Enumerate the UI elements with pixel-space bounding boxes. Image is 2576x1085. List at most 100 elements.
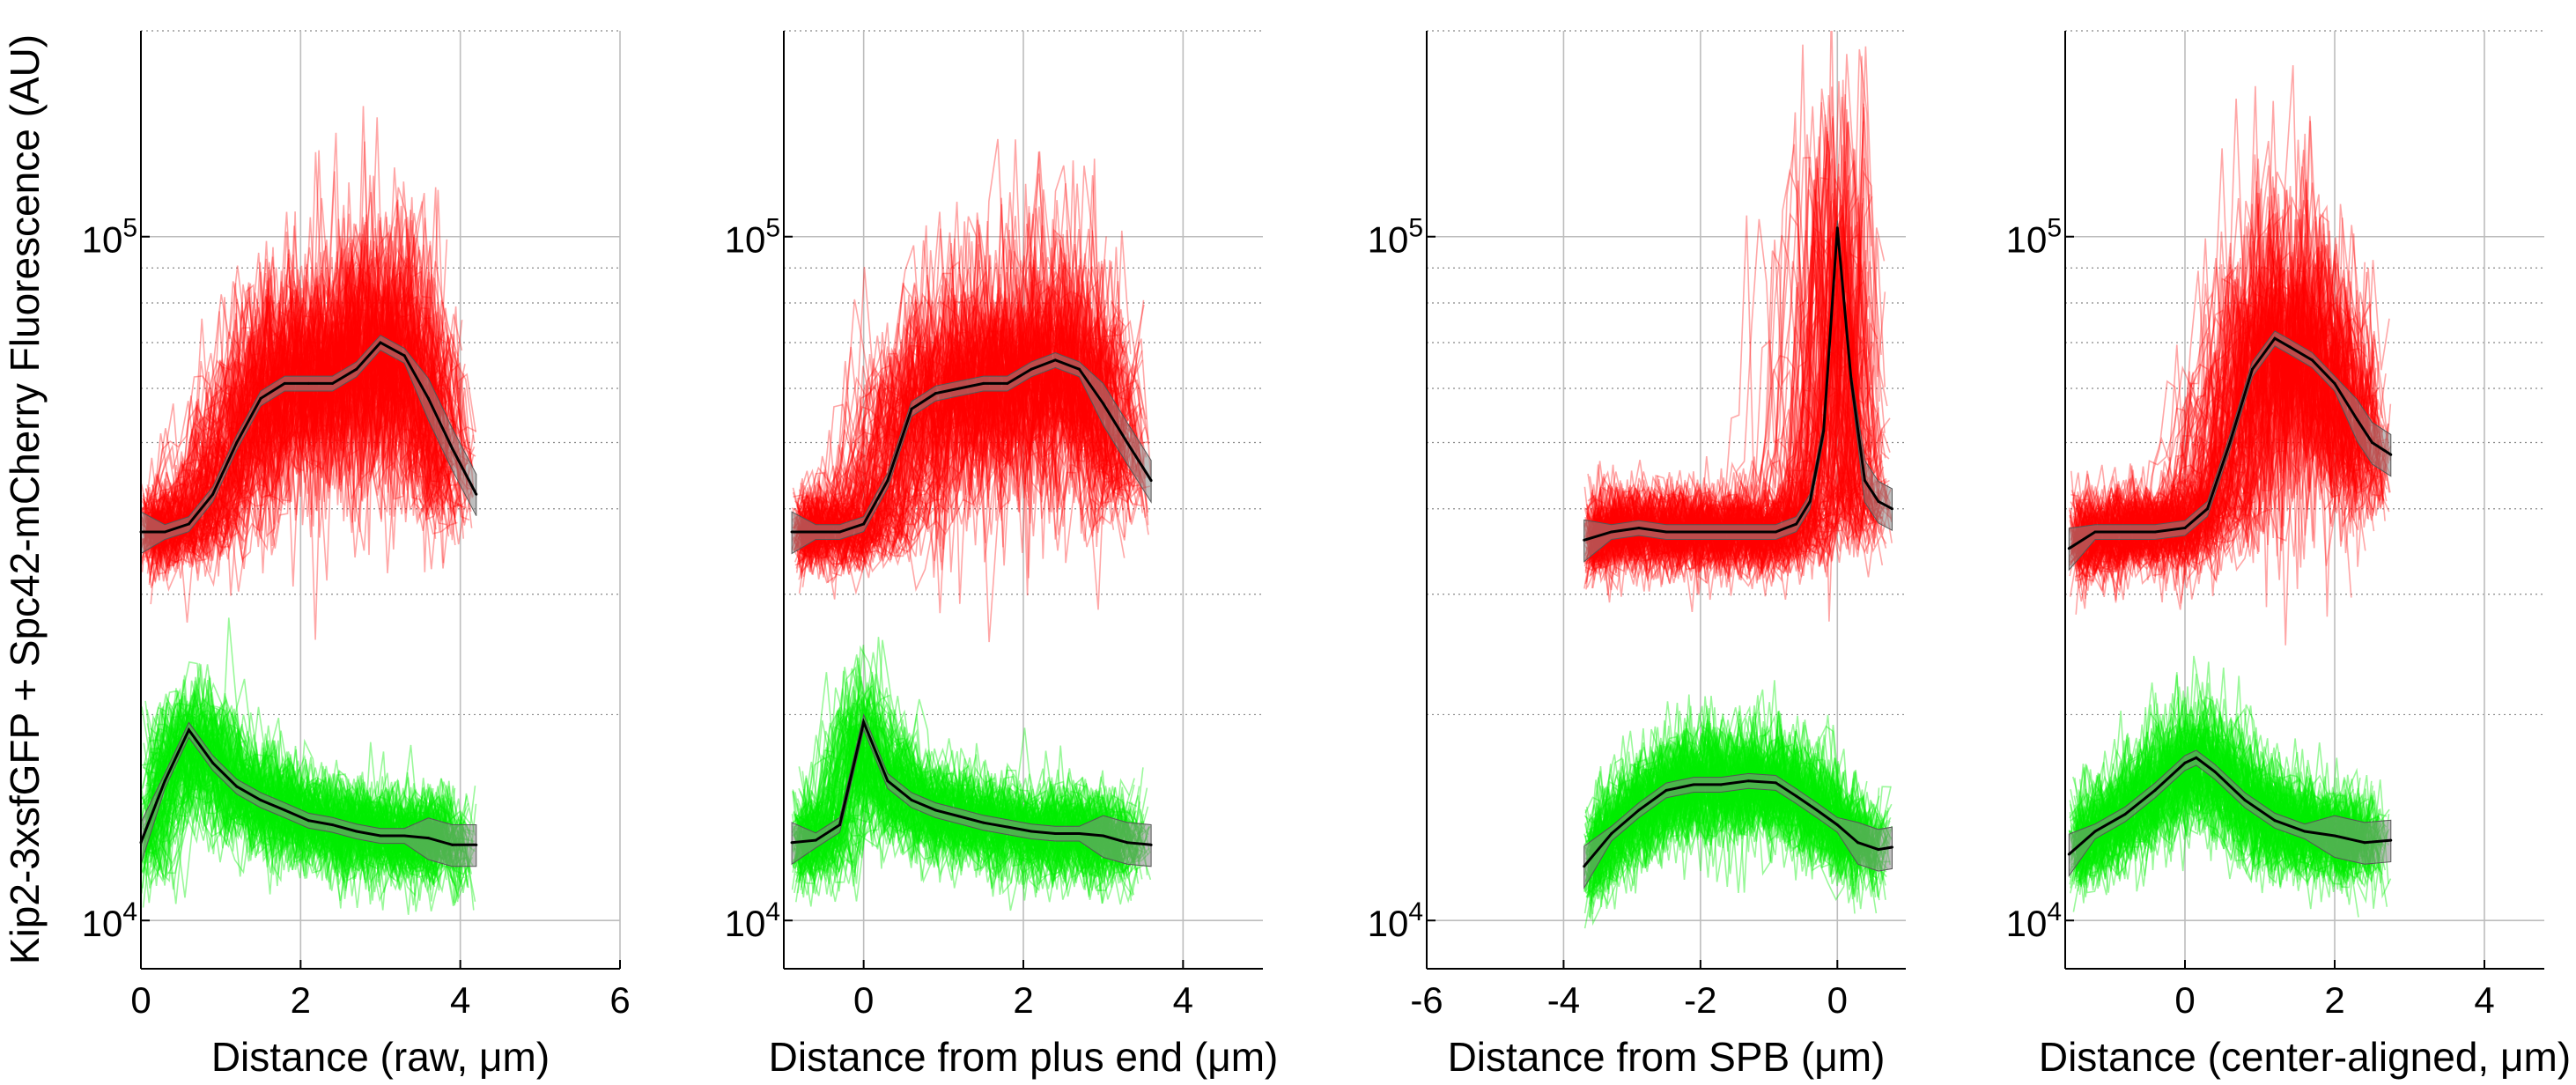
red-mean-point: [957, 387, 961, 390]
red-trace: [2070, 247, 2385, 564]
red-trace: [793, 213, 1108, 560]
green-trace: [2077, 748, 2390, 884]
red-trace: [803, 321, 1118, 539]
panel-raw: 0 2 4 6 104 105 Distance (raw, μm): [82, 30, 631, 1080]
red-trace: [141, 256, 475, 520]
red-trace: [802, 206, 1148, 578]
green-trace: [797, 713, 1115, 896]
green-trace: [2068, 710, 2362, 889]
green-trace: [141, 698, 462, 874]
green-trace: [2071, 698, 2347, 866]
green-trace: [802, 667, 1119, 904]
red-trace: [1591, 251, 1878, 587]
green-mean-point: [838, 823, 841, 827]
red-trace: [798, 326, 1118, 536]
green-mean-point: [1102, 834, 1105, 838]
red-trace: [1593, 304, 1869, 596]
red-trace: [793, 299, 1144, 547]
red-trace: [148, 262, 458, 535]
green-trace: [1585, 754, 1859, 887]
green-trace: [2077, 757, 2371, 884]
red-mean-point: [1053, 358, 1057, 362]
green-mean-point: [1719, 783, 1723, 786]
green-trace: [143, 757, 465, 873]
confidence-bands: [2068, 330, 2392, 877]
green-trace: [143, 706, 455, 898]
red-trace: [141, 343, 445, 563]
red-trace: [2070, 166, 2356, 578]
green-trace: [2076, 690, 2349, 877]
red-trace: [1590, 212, 1858, 583]
green-trace: [799, 686, 1141, 877]
red-trace: [798, 299, 1114, 580]
red-trace: [1591, 156, 1852, 576]
red-trace: [144, 205, 441, 569]
green-mean-point: [2153, 788, 2157, 792]
green-trace: [1585, 740, 1878, 914]
red-mean-point: [2288, 345, 2292, 349]
red-trace: [1590, 163, 1861, 565]
red-trace: [801, 281, 1136, 568]
red-trace: [142, 297, 472, 559]
red-trace: [151, 289, 457, 534]
red-trace: [802, 252, 1129, 559]
red-trace: [1587, 211, 1876, 569]
green-trace: [1588, 733, 1878, 898]
trace-cloud: [141, 106, 477, 915]
green-trace: [791, 701, 1142, 877]
red-trace: [151, 174, 439, 565]
green-trace: [794, 742, 1147, 875]
red-trace: [2073, 261, 2363, 566]
red-mean-point: [1795, 522, 1798, 526]
green-mean-point: [2195, 756, 2198, 759]
red-trace: [144, 252, 454, 569]
x-tick-label: -6: [1410, 979, 1443, 1021]
red-trace: [145, 269, 450, 534]
green-trace: [149, 697, 437, 877]
red-mean-point: [2251, 367, 2254, 371]
red-mean-point: [402, 354, 406, 358]
green-trace: [141, 708, 462, 874]
red-trace: [1585, 301, 1856, 570]
green-mean-point: [1815, 808, 1819, 812]
red-trace: [801, 166, 1148, 564]
red-trace: [2070, 284, 2354, 565]
green-trace: [793, 711, 1147, 897]
red-trace: [1583, 315, 1853, 576]
green-mean-point: [1877, 848, 1880, 852]
red-mean-point: [1849, 377, 1853, 380]
red-mean-point: [2123, 530, 2127, 534]
green-trace: [801, 748, 1121, 869]
red-trace: [2072, 305, 2352, 598]
red-trace: [2069, 235, 2377, 555]
red-mean-point: [187, 522, 190, 526]
red-trace: [797, 183, 1108, 563]
red-trace: [800, 298, 1113, 543]
green-trace: [151, 702, 470, 867]
green-trace: [1585, 728, 1864, 891]
red-trace: [141, 295, 459, 570]
green-mean-point: [211, 761, 215, 764]
green-trace: [149, 696, 439, 874]
red-trace: [2072, 296, 2378, 571]
red-mean-point: [2333, 381, 2336, 385]
red-trace: [2070, 247, 2386, 617]
green-trace: [145, 717, 443, 876]
red-trace: [146, 232, 460, 531]
green-trace: [1587, 730, 1884, 889]
green-trace: [1585, 740, 1873, 893]
green-trace: [796, 745, 1109, 870]
red-trace: [142, 290, 444, 540]
red-mean-point: [1774, 530, 1777, 534]
green-trace: [793, 690, 1119, 882]
red-trace: [2076, 311, 2372, 601]
green-mean-point: [402, 834, 406, 838]
red-trace: [1588, 189, 1864, 564]
red-trace: [2070, 150, 2348, 574]
green-mean-point: [814, 838, 817, 842]
green-trace: [144, 693, 438, 911]
red-trace: [148, 232, 468, 565]
green-trace: [795, 664, 1137, 903]
red-trace: [800, 281, 1109, 560]
green-mean-line: [791, 718, 1152, 846]
